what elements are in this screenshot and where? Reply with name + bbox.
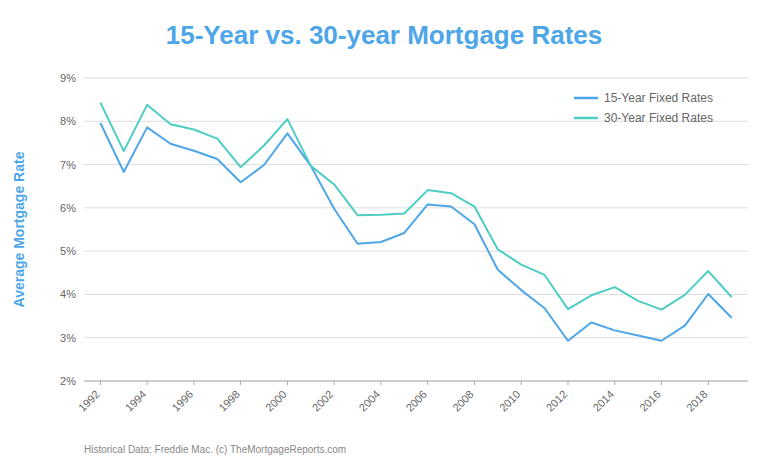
x-tick-label: 2018	[684, 388, 710, 414]
grid-line	[84, 164, 748, 165]
x-tick-label: 2016	[637, 388, 663, 414]
line	[100, 123, 731, 341]
x-tick	[708, 381, 709, 385]
x-tick-label: 2004	[357, 388, 383, 414]
legend-label: 30-Year Fixed Rates	[604, 111, 713, 125]
x-tick-label: 2006	[403, 388, 429, 414]
title: 15-Year vs. 30-year Mortgage Rates	[166, 20, 602, 50]
y-tick-label: 2%	[60, 375, 76, 387]
grid-line	[84, 207, 748, 208]
grid-line	[84, 251, 748, 252]
x-tick-label: 2012	[544, 388, 570, 414]
x-tick	[521, 381, 522, 385]
line	[100, 103, 731, 310]
y-tick-label: 7%	[60, 159, 76, 171]
x-axis-line	[84, 381, 748, 382]
x-tick	[474, 381, 475, 385]
y-axis-label: Average Mortgage Rate	[11, 151, 27, 307]
legend-swatch	[574, 97, 598, 100]
y-tick-label: 8%	[60, 115, 76, 127]
plot-area	[100, 103, 731, 341]
x-tick	[334, 381, 335, 385]
y-tick-label: 5%	[60, 245, 76, 257]
x-tick	[614, 381, 615, 385]
grid-line	[84, 78, 748, 79]
y-tick-label: 4%	[60, 288, 76, 300]
legend: 15-Year Fixed Rates 30-Year Fixed Rates	[574, 91, 713, 125]
x-axis: 1992 1994 1996 1998 2000 2002 2004 2006 2008 2010…	[76, 381, 748, 414]
x-tick	[661, 381, 662, 385]
x-tick	[240, 381, 241, 385]
background	[0, 0, 768, 461]
grid-line	[84, 294, 748, 295]
chart: 15-Year vs. 30-year Mortgage Rates 2% 3% 4%…	[0, 0, 768, 461]
grid-line	[84, 381, 748, 382]
x-tick-label: 1994	[123, 388, 149, 414]
x-tick	[380, 381, 381, 385]
legend-label: 15-Year Fixed Rates	[604, 91, 713, 105]
x-tick	[287, 381, 288, 385]
x-tick-label: 2000	[263, 388, 289, 414]
y-tick-label: 6%	[60, 202, 76, 214]
x-tick-label: 1996	[170, 388, 196, 414]
x-tick	[147, 381, 148, 385]
y-tick-label: 3%	[60, 332, 76, 344]
x-tick-label: 1998	[216, 388, 242, 414]
x-tick	[427, 381, 428, 385]
legend-swatch	[574, 117, 598, 120]
y-tick-label: 9%	[60, 72, 76, 84]
x-tick	[193, 381, 194, 385]
x-tick-label: 2002	[310, 388, 336, 414]
y-axis: 2% 3% 4% 5% 6% 7% 8% 9%	[60, 72, 748, 387]
x-tick-label: 2014	[590, 388, 616, 414]
x-tick	[100, 381, 101, 385]
x-tick	[567, 381, 568, 385]
x-tick-label: 1992	[76, 388, 102, 414]
x-tick-label: 2008	[450, 388, 476, 414]
footnote: Historical Data: Freddie Mac. (c) TheMor…	[84, 444, 346, 455]
x-tick-label: 2010	[497, 388, 523, 414]
